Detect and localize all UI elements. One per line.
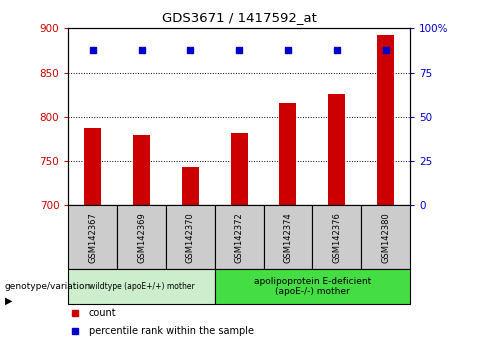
Bar xyxy=(182,167,199,205)
Bar xyxy=(68,205,117,269)
Bar xyxy=(328,94,345,205)
Title: GDS3671 / 1417592_at: GDS3671 / 1417592_at xyxy=(162,11,317,24)
Text: count: count xyxy=(89,308,117,318)
Bar xyxy=(279,103,297,205)
Bar xyxy=(117,205,166,269)
Bar xyxy=(230,133,248,205)
Bar xyxy=(166,205,215,269)
Bar xyxy=(264,205,312,269)
Bar xyxy=(312,205,361,269)
Bar xyxy=(377,34,394,205)
Text: apolipoprotein E-deficient
(apoE-/-) mother: apolipoprotein E-deficient (apoE-/-) mot… xyxy=(254,277,371,296)
Text: GSM142376: GSM142376 xyxy=(332,212,341,263)
Text: genotype/variation: genotype/variation xyxy=(5,282,91,291)
Text: GSM142372: GSM142372 xyxy=(235,212,244,263)
Bar xyxy=(215,205,264,269)
Bar xyxy=(68,269,215,304)
Bar xyxy=(133,135,150,205)
Text: wildtype (apoE+/+) mother: wildtype (apoE+/+) mother xyxy=(89,282,194,291)
Bar xyxy=(84,128,102,205)
Bar xyxy=(215,269,410,304)
Text: GSM142367: GSM142367 xyxy=(88,212,97,263)
Bar xyxy=(361,205,410,269)
Text: percentile rank within the sample: percentile rank within the sample xyxy=(89,326,254,336)
Text: ▶: ▶ xyxy=(5,296,12,306)
Text: GSM142369: GSM142369 xyxy=(137,212,146,263)
Text: GSM142374: GSM142374 xyxy=(284,212,292,263)
Text: GSM142380: GSM142380 xyxy=(381,212,390,263)
Text: GSM142370: GSM142370 xyxy=(186,212,195,263)
